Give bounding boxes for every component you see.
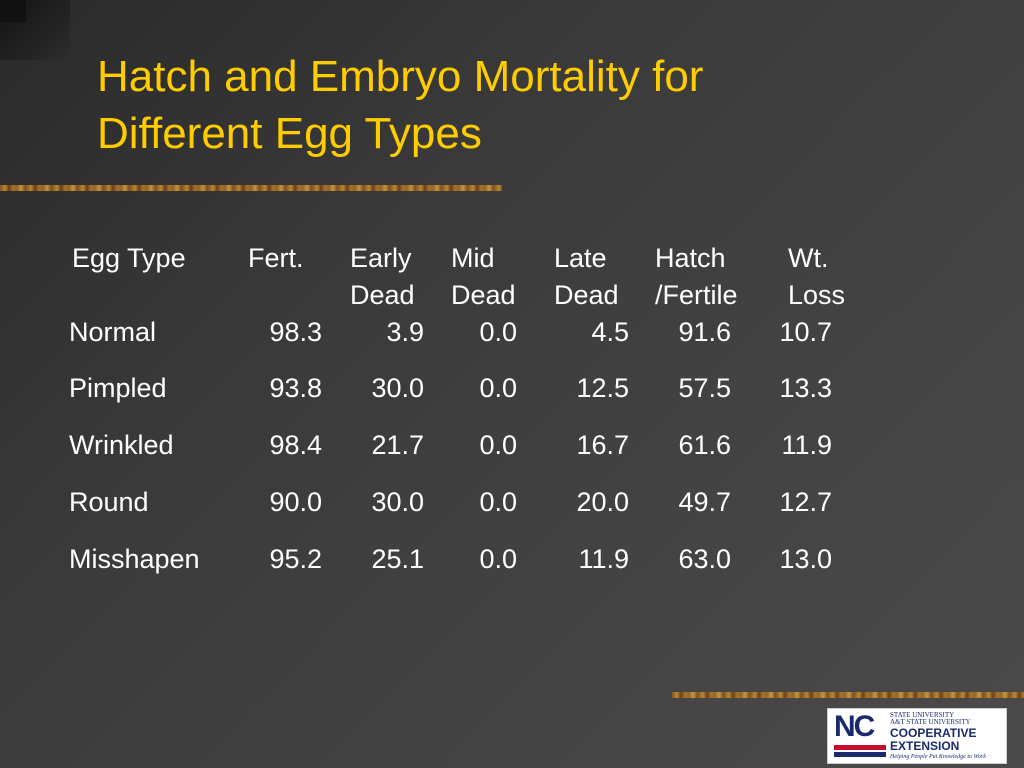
cell-hatch-fertile: 63.0 (678, 544, 731, 574)
cell-hatch-fertile: 61.6 (678, 430, 731, 460)
header-late-dead: Late Dead (554, 240, 619, 314)
logo-tagline: Helping People Put Knowledge to Work (890, 754, 986, 760)
logo-red-bar (834, 745, 886, 750)
cell-fert: 93.8 (269, 373, 322, 403)
cell-hatch-fertile: 91.6 (678, 317, 731, 347)
cell-egg-type: Pimpled (69, 373, 167, 403)
header-fert: Fert. (248, 240, 304, 277)
logo-line3: COOPERATIVE (890, 726, 977, 740)
header-late-dead-line1: Late (554, 243, 607, 273)
logo-line2: A&T STATE UNIVERSITY (890, 718, 971, 726)
cell-early-dead: 30.0 (371, 487, 424, 517)
header-egg-type-line1: Egg Type (72, 243, 186, 273)
decorative-stripe-bottom (672, 692, 1024, 698)
slide-title-line1: Hatch and Embryo Mortality for (97, 52, 704, 101)
cell-early-dead: 25.1 (371, 544, 424, 574)
header-late-dead-line2: Dead (554, 280, 619, 310)
header-hatch-fertile-line2: /Fertile (655, 280, 738, 310)
header-wt-loss-line1: Wt. (788, 243, 829, 273)
cell-mid-dead: 0.0 (479, 317, 517, 347)
cell-egg-type: Misshapen (69, 544, 200, 574)
cell-fert: 90.0 (269, 487, 322, 517)
header-hatch-fertile: Hatch /Fertile (655, 240, 738, 314)
corner-mark (0, 0, 26, 22)
header-wt-loss: Wt. Loss (788, 240, 845, 314)
header-early-dead: Early Dead (350, 240, 415, 314)
cell-egg-type: Normal (69, 317, 157, 347)
cell-mid-dead: 0.0 (479, 487, 517, 517)
header-hatch-fertile-line1: Hatch (655, 243, 726, 273)
cell-mid-dead: 0.0 (479, 430, 517, 460)
cell-late-dead: 12.5 (576, 373, 629, 403)
cell-wt-loss: 13.3 (779, 373, 832, 403)
logo-line1: STATE UNIVERSITY (890, 711, 955, 719)
cell-early-dead: 30.0 (371, 373, 424, 403)
cell-fert: 95.2 (269, 544, 322, 574)
cell-hatch-fertile: 49.7 (678, 487, 731, 517)
header-wt-loss-line2: Loss (788, 280, 846, 310)
header-early-dead-line2: Dead (350, 280, 415, 310)
logo-line4: EXTENSION (890, 739, 960, 753)
cell-late-dead: 4.5 (591, 317, 629, 347)
header-mid-dead: Mid Dead (451, 240, 516, 314)
header-egg-type: Egg Type (72, 240, 186, 277)
cell-late-dead: 16.7 (576, 430, 629, 460)
cell-wt-loss: 13.0 (779, 544, 832, 574)
cell-early-dead: 3.9 (386, 317, 424, 347)
cell-mid-dead: 0.0 (479, 544, 517, 574)
header-mid-dead-line2: Dead (451, 280, 516, 310)
cell-late-dead: 11.9 (578, 544, 629, 574)
slide-title-line2: Different Egg Types (97, 109, 482, 158)
decorative-stripe-top (0, 185, 502, 191)
cell-egg-type: Round (69, 487, 149, 517)
cell-egg-type: Wrinkled (69, 430, 174, 460)
header-early-dead-line1: Early (350, 243, 412, 273)
cell-wt-loss: 11.9 (781, 430, 832, 460)
cell-early-dead: 21.7 (371, 430, 424, 460)
logo-blue-bar (834, 752, 886, 757)
cell-late-dead: 20.0 (576, 487, 629, 517)
cell-fert: 98.3 (269, 317, 322, 347)
cell-mid-dead: 0.0 (479, 373, 517, 403)
cell-hatch-fertile: 57.5 (678, 373, 731, 403)
logo-mark: NC (834, 710, 875, 743)
cell-fert: 98.4 (269, 430, 322, 460)
nc-cooperative-extension-logo: NC STATE UNIVERSITY A&T STATE UNIVERSITY… (827, 708, 1007, 764)
slide-title: Hatch and Embryo Mortality for Different… (97, 48, 897, 162)
cell-wt-loss: 12.7 (779, 487, 832, 517)
cell-wt-loss: 10.7 (779, 317, 832, 347)
header-fert-line1: Fert. (248, 243, 304, 273)
header-mid-dead-line1: Mid (451, 243, 495, 273)
